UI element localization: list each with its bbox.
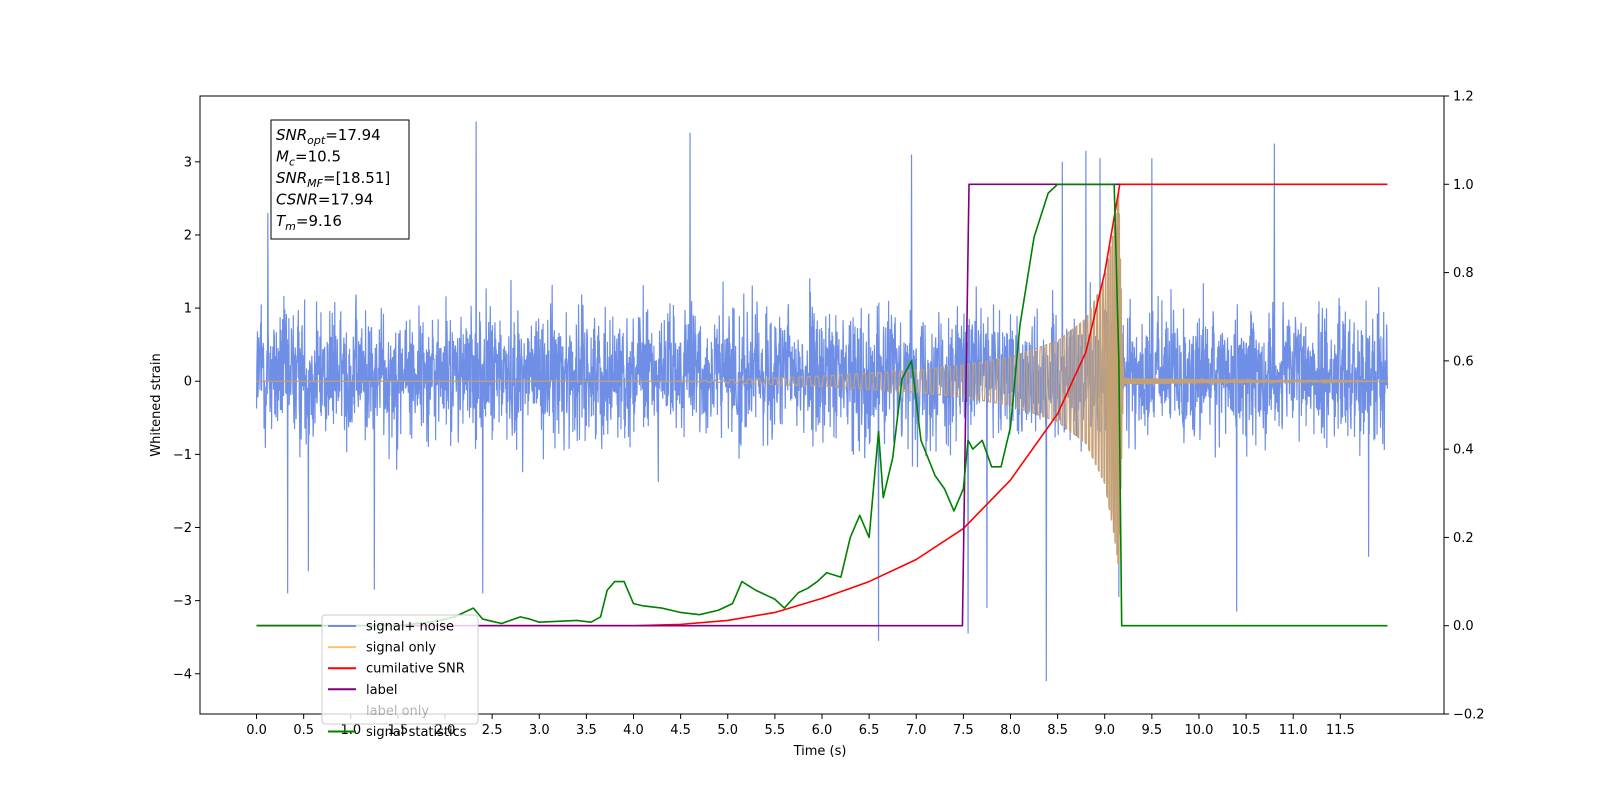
y-left-tick-label: 1 [184, 302, 192, 317]
y-right-tick-label: 1.0 [1453, 178, 1474, 193]
legend-label-label: label [366, 683, 397, 698]
signal-noise-series-line [255, 121, 1389, 682]
x-tick-label: 6.0 [812, 723, 833, 738]
y-axis-left: −4 −3 −2 −1 0 1 2 3 [173, 155, 200, 682]
legend: signal+ noise signal only cumilative SNR la… [321, 614, 479, 740]
x-tick-label: 4.5 [670, 723, 691, 738]
signal-noise-layer [255, 121, 1389, 682]
x-tick-label: 10.5 [1232, 723, 1261, 738]
label-series-line [256, 183, 1120, 627]
x-tick-label: 10.0 [1184, 723, 1213, 738]
x-tick-label: 7.0 [906, 723, 927, 738]
x-tick-label: 2.5 [482, 723, 503, 738]
annotation-line: SNRMF=[18.51] [276, 169, 390, 190]
legend-label-label-only: label only [366, 704, 429, 719]
legend-label-signal-noise: signal+ noise [366, 620, 454, 635]
signal-only-layer [256, 192, 1388, 565]
y-axis-right: −0.2 0.0 0.2 0.4 0.6 0.8 1.0 1.2 [1444, 90, 1485, 723]
stats-annotation-box: SNRopt=17.94Mc=10.5SNRMF=[18.51]CSNR=17.… [270, 119, 410, 240]
annotation-line: Tm=9.16 [276, 212, 342, 233]
x-tick-label: 11.0 [1279, 723, 1308, 738]
x-tick-label: 7.5 [953, 723, 974, 738]
x-tick-label: 9.5 [1142, 723, 1163, 738]
annotation-line: CSNR=17.94 [276, 191, 373, 209]
y-left-tick-label: 2 [184, 228, 192, 243]
x-tick-label: 5.5 [765, 723, 786, 738]
x-tick-label: 3.0 [529, 723, 550, 738]
x-tick-label: 11.5 [1326, 723, 1355, 738]
legend-label-signal-only: signal only [366, 641, 436, 656]
y-right-tick-label: −0.2 [1453, 708, 1485, 723]
legend-label-cumilative-snr: cumilative SNR [366, 662, 465, 677]
y-right-tick-label: 0.2 [1453, 531, 1474, 546]
y-right-tick-label: 0.8 [1453, 266, 1474, 281]
legend-label-signal-statistics: signal statistics [366, 725, 467, 740]
cumilative-snr-series-line [256, 183, 1388, 627]
annotation-line: Mc=10.5 [276, 148, 341, 169]
y-left-tick-label: −3 [173, 594, 192, 609]
x-tick-label: 0.5 [293, 723, 314, 738]
y-right-tick-label: 0.0 [1453, 619, 1474, 634]
x-axis: 0.00.51.01.52.02.53.03.54.04.55.05.56.06… [246, 714, 1355, 738]
y-right-tick-label: 1.2 [1453, 90, 1474, 105]
y-left-tick-label: 3 [184, 155, 192, 170]
x-tick-label: 9.0 [1094, 723, 1115, 738]
legend-frame [321, 614, 479, 725]
signal-only-series-line [256, 192, 1388, 565]
x-tick-label: 8.0 [1000, 723, 1021, 738]
x-tick-label: 8.5 [1047, 723, 1068, 738]
right-axis-series-layer [256, 183, 1388, 627]
y-left-tick-label: −1 [173, 448, 192, 463]
y-left-tick-label: −2 [173, 521, 192, 536]
x-tick-label: 5.0 [717, 723, 738, 738]
y-axis-title: Whitened strain [149, 353, 164, 456]
annotation-line: SNRopt=17.94 [276, 126, 381, 147]
x-tick-label: 6.5 [859, 723, 880, 738]
signal-statistics-series-line [256, 183, 1388, 627]
y-right-tick-label: 0.6 [1453, 354, 1474, 369]
y-left-tick-label: 0 [184, 375, 192, 390]
x-tick-label: 3.5 [576, 723, 597, 738]
x-tick-label: 1.5 [388, 723, 409, 738]
x-tick-label: 4.0 [623, 723, 644, 738]
y-left-tick-label: −4 [173, 667, 192, 682]
x-tick-label: 2.0 [435, 723, 456, 738]
y-right-tick-label: 0.4 [1453, 443, 1474, 458]
x-tick-label: 0.0 [246, 723, 267, 738]
annotation-frame [270, 119, 410, 240]
x-axis-title: Time (s) [793, 744, 847, 759]
